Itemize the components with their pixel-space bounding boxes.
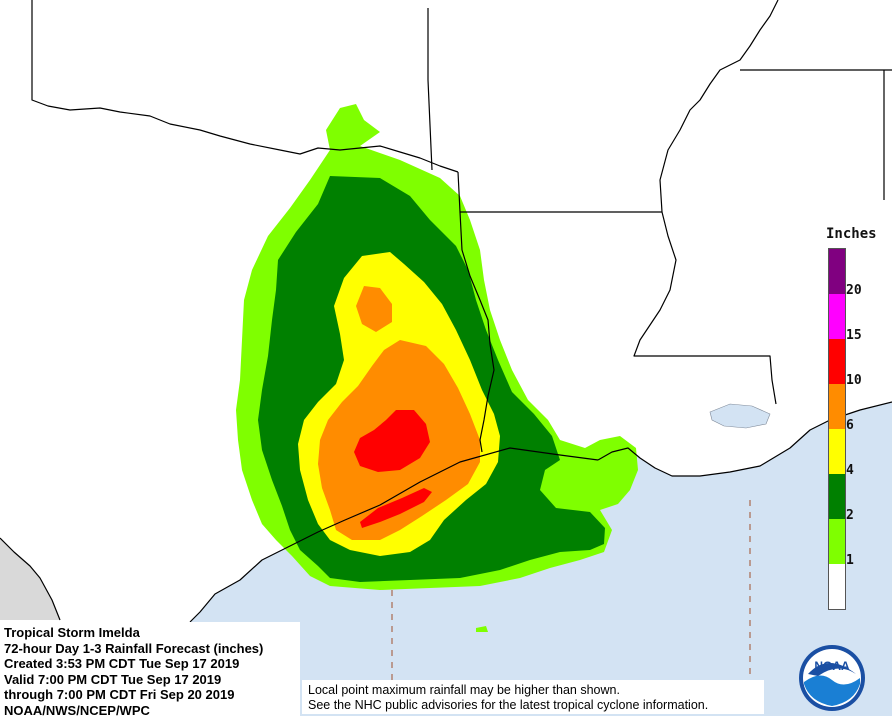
- info-panel: Tropical Storm Imelda 72-hour Day 1-3 Ra…: [0, 622, 300, 718]
- disclaimer-line-2: See the NHC public advisories for the la…: [308, 698, 709, 712]
- legend: Inches 1 2 4 6 10 15 20: [822, 226, 892, 616]
- legend-label-15: 15: [846, 328, 862, 343]
- legend-label-6: 6: [846, 418, 854, 433]
- mexico-land: [0, 538, 60, 620]
- disclaimer-box: Local point maximum rainfall may be high…: [302, 680, 764, 714]
- noaa-wave-icon: [804, 675, 860, 706]
- legend-swatch-20: [829, 249, 845, 294]
- legend-swatch-2: [829, 474, 845, 519]
- mexico-border: [0, 537, 61, 621]
- legend-swatch-1: [829, 519, 845, 564]
- noaa-bird-icon: [808, 663, 856, 676]
- texas-coastline: [189, 447, 599, 623]
- storm-name: Tropical Storm Imelda: [4, 625, 140, 640]
- noaa-logo-text: NOAA: [814, 659, 850, 673]
- legend-swatch-15: [829, 294, 845, 339]
- boundaries: [0, 0, 892, 623]
- arkansas-mississippi-river: [659, 0, 779, 213]
- valid-time: Valid 7:00 PM CDT Tue Sep 17 2019: [4, 671, 222, 687]
- legend-label-4: 4: [846, 463, 854, 478]
- louisiana-coastline: [597, 401, 892, 477]
- agency: NOAA/NWS/NCEP/WPC: [4, 702, 150, 718]
- lake-pontchartrain: [709, 403, 771, 429]
- texas-louisiana-border: [459, 211, 495, 453]
- legend-label-10: 10: [846, 373, 862, 388]
- rainfall-shading: [236, 104, 638, 632]
- noaa-logo: NOAA: [799, 645, 865, 711]
- legend-swatch-4: [829, 429, 845, 474]
- offshore-boundaries: [391, 500, 751, 680]
- legend-swatch-base: [829, 564, 845, 609]
- legend-label-2: 2: [846, 508, 854, 523]
- rain-10-inch-area: [354, 410, 432, 528]
- legend-swatch-10: [829, 339, 845, 384]
- legend-title: Inches: [826, 226, 877, 242]
- rain-1-inch-spot: [476, 626, 488, 632]
- texas-oklahoma-border: [31, 0, 459, 173]
- legend-label-1: 1: [846, 553, 854, 568]
- mississippi-louisiana-river: [633, 211, 777, 405]
- legend-swatch-6: [829, 384, 845, 429]
- product-title: 72-hour Day 1-3 Rainfall Forecast (inche…: [4, 640, 264, 656]
- legend-label-20: 20: [846, 283, 862, 298]
- disclaimer-line-1: Local point maximum rainfall may be high…: [308, 683, 620, 697]
- through-time: through 7:00 PM CDT Fri Sep 20 2019: [4, 687, 235, 703]
- legend-color-bar: [828, 248, 846, 610]
- created-time: Created 3:53 PM CDT Tue Sep 17 2019: [4, 656, 240, 672]
- ok-ar-border: [427, 8, 433, 171]
